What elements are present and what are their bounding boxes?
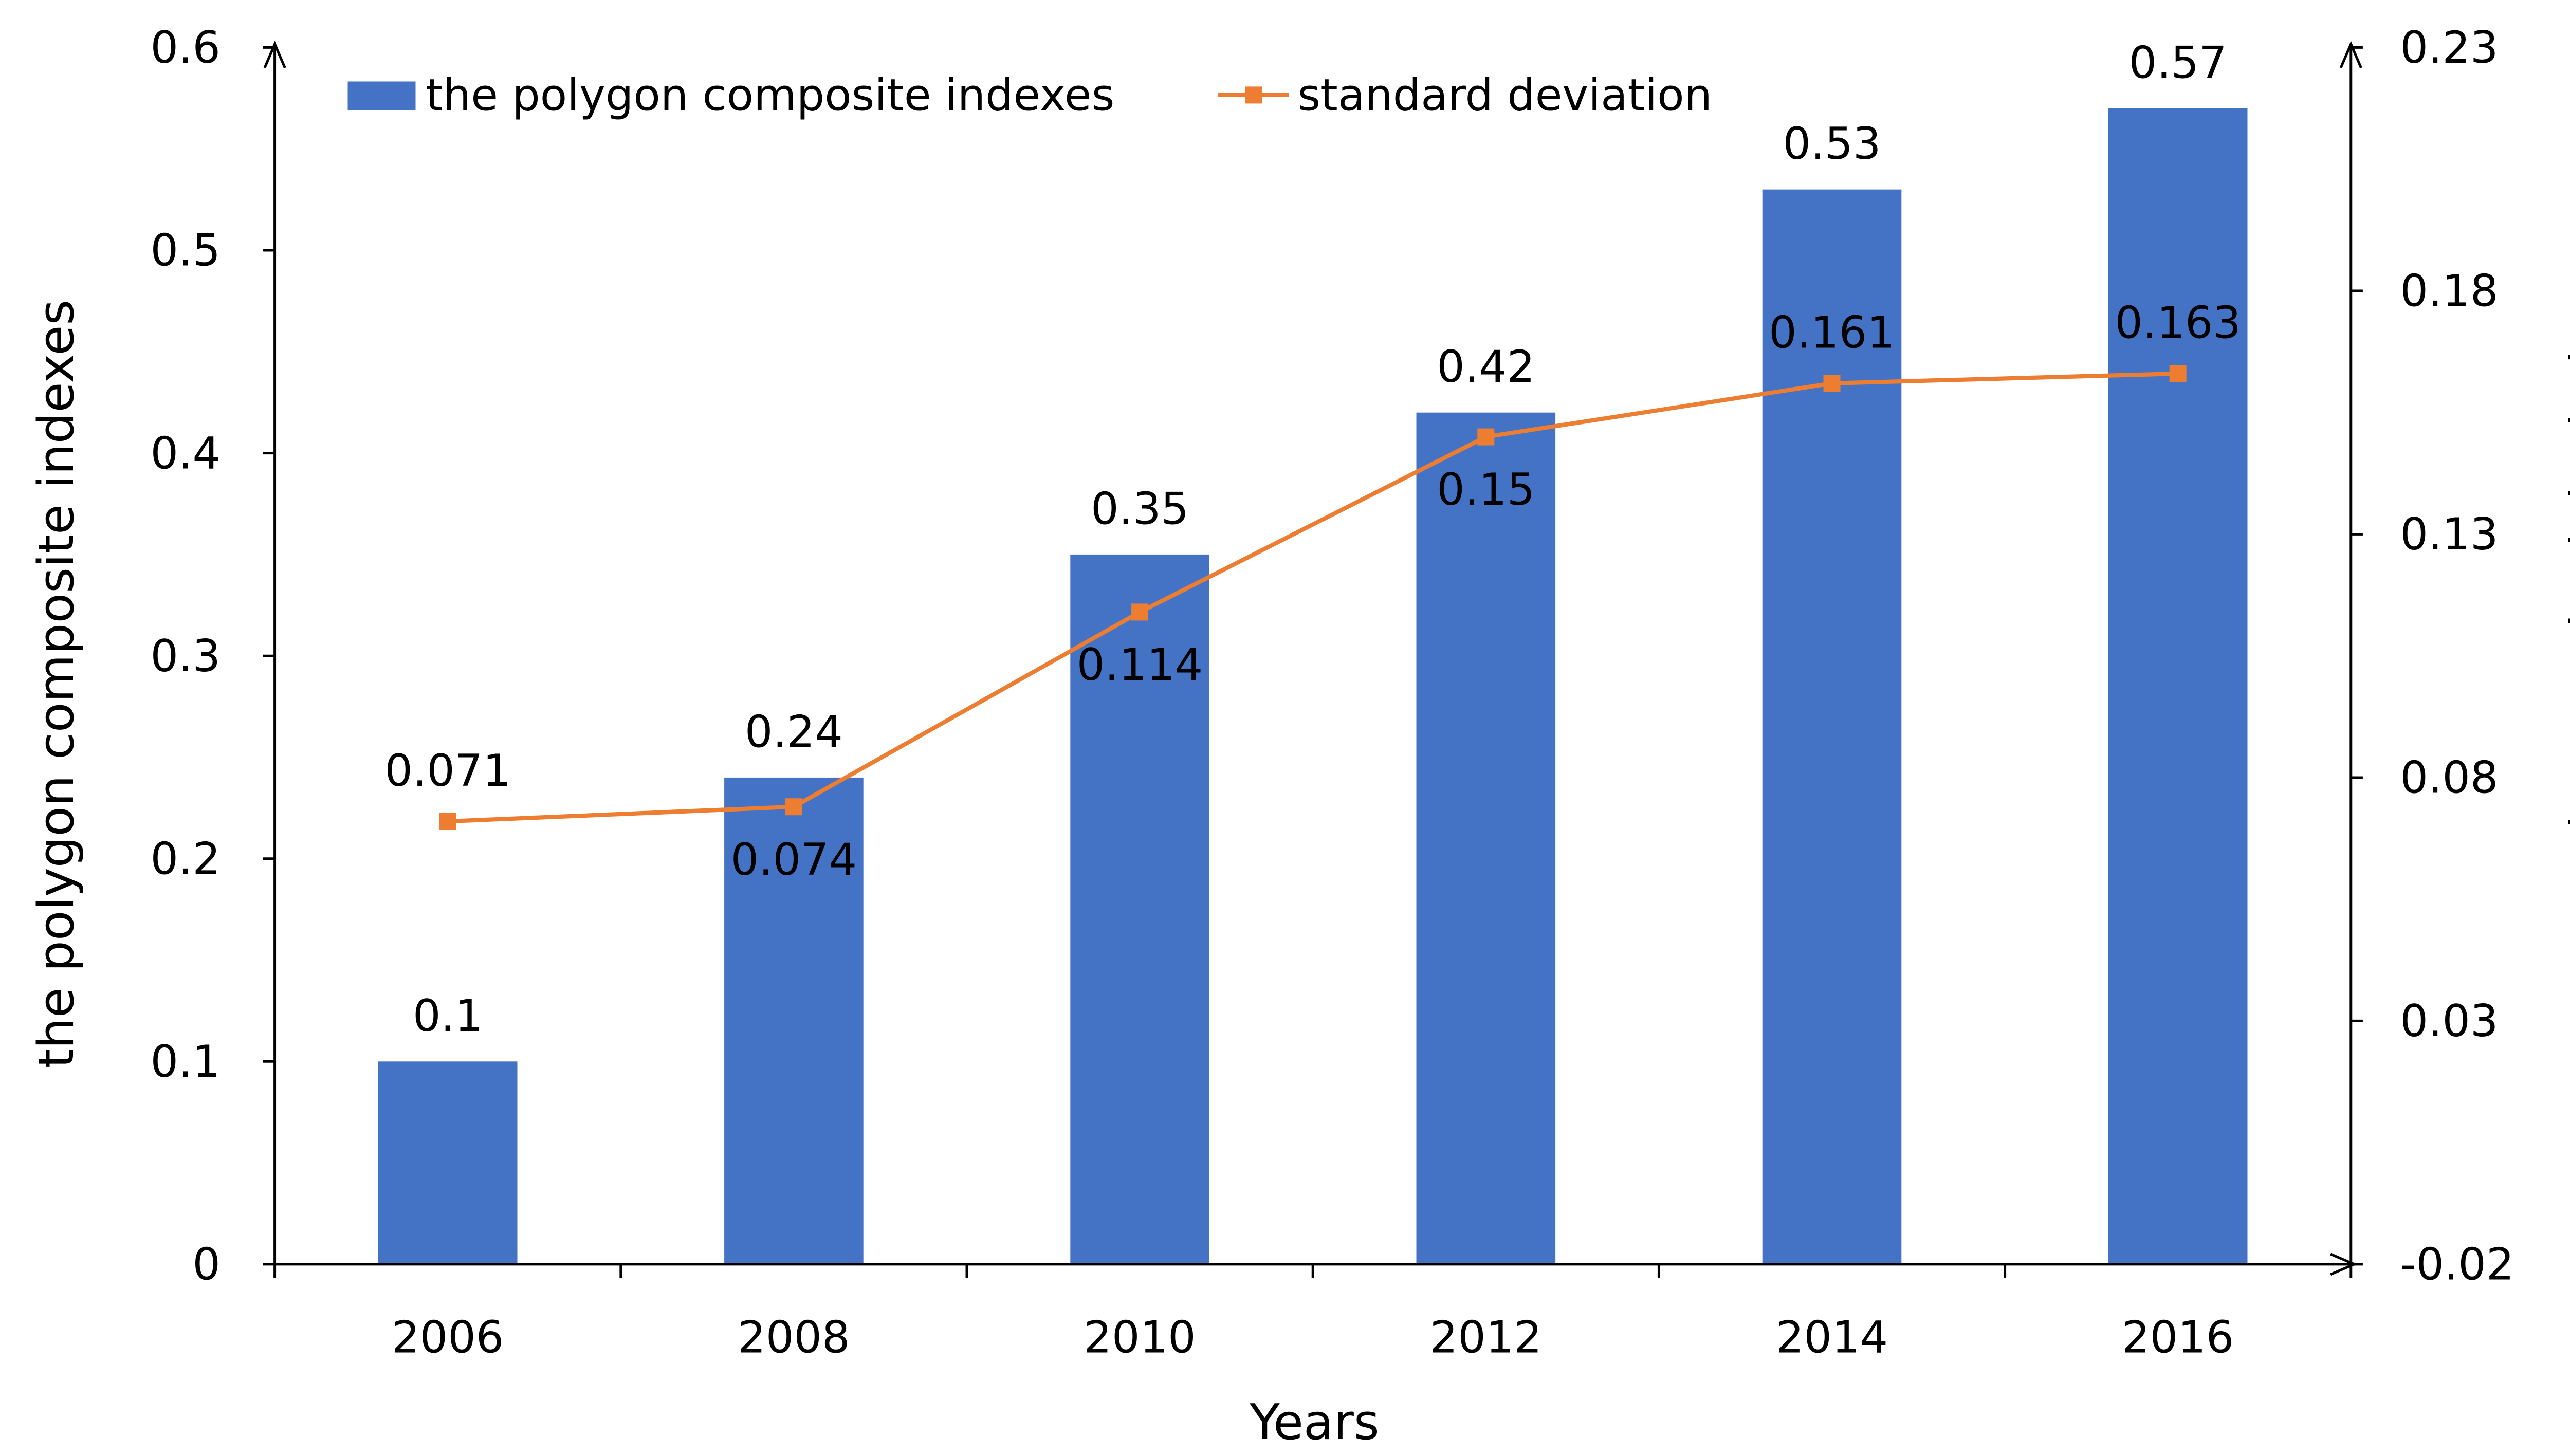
std-dev-line bbox=[448, 371, 2178, 824]
legend-swatch-bars bbox=[347, 81, 416, 110]
y-tick-label: 0.1 bbox=[151, 1036, 221, 1088]
bars-layer bbox=[378, 108, 2248, 1264]
y2-tick-label: 0.23 bbox=[2400, 22, 2499, 73]
legend-swatch-marker bbox=[1245, 86, 1262, 104]
bar-label-2016: 0.57 bbox=[2129, 37, 2227, 88]
bar-label-2010: 0.35 bbox=[1091, 483, 1189, 535]
std-dev-label-2012: 0.15 bbox=[1437, 464, 1535, 515]
std-dev-label-2008: 0.074 bbox=[731, 834, 857, 886]
bar-label-2014: 0.53 bbox=[1783, 118, 1881, 170]
bar-label-2008: 0.24 bbox=[745, 706, 843, 758]
y2-tick-label: -0.02 bbox=[2400, 1239, 2514, 1291]
x-tick-label-2016: 2016 bbox=[2122, 1312, 2234, 1363]
labels-layer: 0.1 0.24 0.35 0.42 0.53 0.57 2006 2008 2010 2012 2… bbox=[151, 22, 2514, 1363]
std-dev-label-2010: 0.114 bbox=[1077, 639, 1203, 691]
x-tick-label-2012: 2012 bbox=[1430, 1312, 1542, 1363]
y-axis-arrow bbox=[263, 41, 286, 69]
x-tick-label-2006: 2006 bbox=[392, 1312, 504, 1363]
std-dev-marker-2010 bbox=[1131, 603, 1149, 621]
y-tick-label: 0 bbox=[192, 1239, 221, 1291]
x-tick-label-2008: 2008 bbox=[738, 1312, 850, 1363]
std-dev-marker-2016 bbox=[2169, 365, 2187, 382]
std-dev-marker-2014 bbox=[1823, 375, 1841, 392]
std-dev-marker-2006 bbox=[439, 813, 456, 830]
bar-2016 bbox=[2108, 108, 2248, 1264]
bar-2010 bbox=[1070, 554, 1209, 1264]
y-tick-label: 0.5 bbox=[151, 225, 221, 277]
y-tick-label: 0.6 bbox=[151, 22, 221, 73]
y2-tick-label: 0.03 bbox=[2400, 996, 2499, 1047]
std-dev-marker-2008 bbox=[785, 798, 802, 816]
std-dev-label-2014: 0.161 bbox=[1769, 307, 1895, 359]
y2-tick-label: 0.18 bbox=[2400, 266, 2499, 317]
legend-label-bars: the polygon composite indexes bbox=[426, 70, 1114, 121]
std-dev-label-2006: 0.071 bbox=[384, 745, 511, 797]
x-axis-title: Years bbox=[1249, 1393, 1379, 1451]
bar-2012 bbox=[1416, 412, 1556, 1264]
y-axis-title: the polygon composite indexes bbox=[27, 300, 85, 1068]
y-tick-label: 0.2 bbox=[151, 833, 221, 884]
bar-label-2012: 0.42 bbox=[1437, 341, 1535, 393]
bar-2006 bbox=[378, 1061, 518, 1264]
y-tick-label: 0.3 bbox=[151, 631, 221, 682]
std-dev-marker-2012 bbox=[1477, 428, 1495, 446]
y2-tick-label: 0.13 bbox=[2400, 509, 2499, 560]
bar-2014 bbox=[1762, 189, 1902, 1264]
bar-label-2006: 0.1 bbox=[413, 990, 483, 1042]
x-tick-label-2014: 2014 bbox=[1776, 1312, 1888, 1363]
y2-axis-arrow bbox=[2339, 41, 2362, 69]
y2-axis-title: the standard deviation bbox=[2560, 289, 2570, 848]
line-layer bbox=[439, 365, 2187, 830]
axes-layer bbox=[263, 41, 2363, 1278]
legend: the polygon composite indexes standard d… bbox=[347, 70, 1713, 121]
y2-tick-label: 0.08 bbox=[2400, 752, 2499, 804]
x-tick-label-2010: 2010 bbox=[1084, 1312, 1196, 1363]
std-dev-label-2016: 0.163 bbox=[2115, 298, 2241, 349]
legend-label-line: standard deviation bbox=[1298, 70, 1713, 121]
bar-2008 bbox=[724, 777, 864, 1264]
y-tick-label: 0.4 bbox=[151, 428, 221, 479]
